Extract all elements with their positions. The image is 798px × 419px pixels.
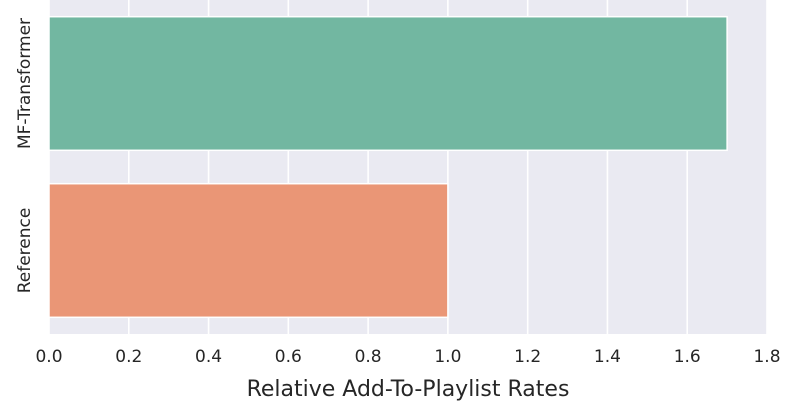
x-tick-label: 0.2 <box>115 347 142 367</box>
x-tick-label: 0.8 <box>355 347 382 367</box>
x-tick-labels: 0.0 0.2 0.4 0.6 0.8 1.0 1.2 1.4 1.6 1.8 <box>35 347 780 367</box>
category-label: Reference <box>15 208 35 294</box>
x-tick-label: 0.4 <box>195 347 222 367</box>
x-axis-label: Relative Add-To-Playlist Rates <box>247 377 570 402</box>
x-tick-label: 1.6 <box>674 347 701 367</box>
bar-reference <box>48 182 449 319</box>
bars <box>48 15 728 319</box>
x-tick-label: 0.0 <box>35 347 62 367</box>
x-tick-label: 1.0 <box>434 347 461 367</box>
x-tick-label: 1.2 <box>514 347 541 367</box>
x-tick-label: 1.8 <box>753 347 780 367</box>
x-tick-label: 0.6 <box>275 347 302 367</box>
bar-mf-transformer <box>48 15 728 152</box>
category-labels: MF-Transformer Reference <box>15 18 35 293</box>
category-label: MF-Transformer <box>15 18 35 149</box>
x-tick-label: 1.4 <box>594 347 621 367</box>
